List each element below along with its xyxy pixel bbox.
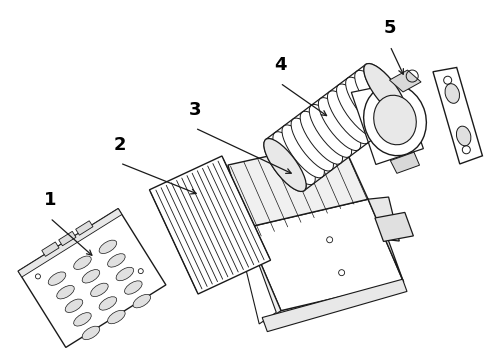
Polygon shape <box>18 208 122 277</box>
Ellipse shape <box>374 95 416 145</box>
Polygon shape <box>82 270 100 283</box>
Ellipse shape <box>456 126 471 146</box>
Ellipse shape <box>364 84 426 156</box>
Text: 4: 4 <box>274 56 286 74</box>
Polygon shape <box>368 197 404 282</box>
Polygon shape <box>74 256 91 270</box>
Polygon shape <box>107 310 125 324</box>
Ellipse shape <box>364 63 406 117</box>
Text: 5: 5 <box>384 19 396 37</box>
Ellipse shape <box>273 132 315 185</box>
Polygon shape <box>107 254 125 267</box>
Ellipse shape <box>364 63 406 117</box>
Text: 1: 1 <box>44 191 56 209</box>
Polygon shape <box>99 297 117 310</box>
Polygon shape <box>238 228 276 324</box>
Polygon shape <box>57 285 74 299</box>
Ellipse shape <box>327 91 370 144</box>
Polygon shape <box>99 240 117 253</box>
Ellipse shape <box>345 77 388 130</box>
Ellipse shape <box>291 118 334 171</box>
Ellipse shape <box>318 98 361 150</box>
Polygon shape <box>18 208 166 347</box>
Text: 3: 3 <box>189 101 201 119</box>
Polygon shape <box>116 267 134 281</box>
Polygon shape <box>391 152 419 173</box>
Polygon shape <box>42 242 59 256</box>
Ellipse shape <box>309 104 352 157</box>
Ellipse shape <box>264 139 306 192</box>
Polygon shape <box>65 299 83 312</box>
Polygon shape <box>59 231 76 246</box>
Polygon shape <box>240 228 281 322</box>
Polygon shape <box>149 156 270 294</box>
Text: 2: 2 <box>114 136 126 154</box>
Polygon shape <box>124 281 142 294</box>
Ellipse shape <box>282 125 324 178</box>
Ellipse shape <box>445 84 460 103</box>
Polygon shape <box>433 67 483 164</box>
Ellipse shape <box>355 70 397 123</box>
Polygon shape <box>133 294 150 308</box>
Ellipse shape <box>300 111 343 164</box>
Ellipse shape <box>264 139 306 192</box>
Polygon shape <box>74 312 91 326</box>
Polygon shape <box>351 82 423 165</box>
Polygon shape <box>228 140 368 228</box>
Polygon shape <box>375 212 414 242</box>
Polygon shape <box>75 221 93 235</box>
Ellipse shape <box>337 84 379 137</box>
Polygon shape <box>91 283 108 297</box>
Polygon shape <box>390 70 421 92</box>
Polygon shape <box>262 279 407 332</box>
Polygon shape <box>82 326 100 340</box>
Polygon shape <box>48 272 66 285</box>
Polygon shape <box>245 199 404 311</box>
